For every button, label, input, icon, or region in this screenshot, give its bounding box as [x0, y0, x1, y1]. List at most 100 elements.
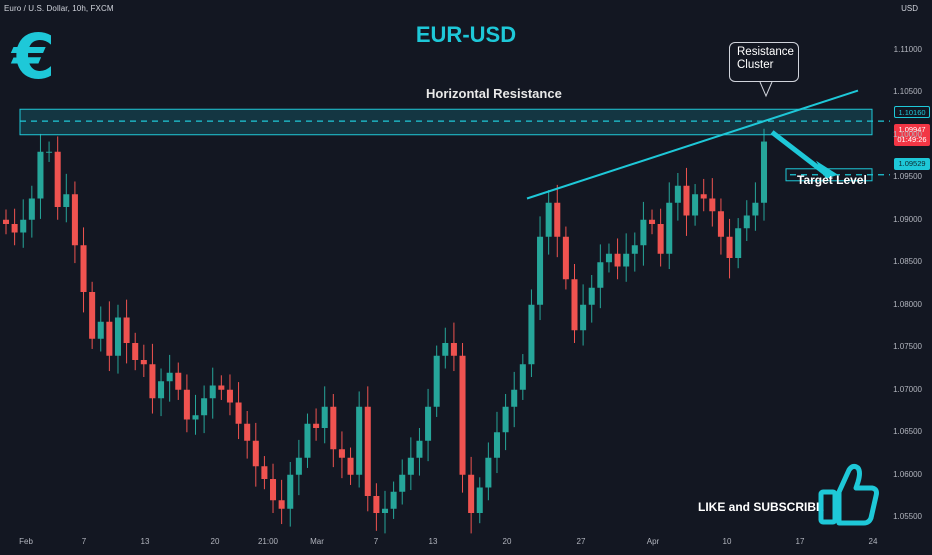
x-tick-label: 7: [373, 537, 379, 546]
candle-body: [657, 224, 664, 254]
candle-body: [752, 202, 759, 216]
bar-countdown: 01:49:26: [897, 135, 927, 144]
x-tick-label: 20: [502, 537, 512, 546]
candle-body: [313, 423, 320, 428]
x-tick-label: Feb: [19, 537, 33, 546]
candle-body: [373, 496, 380, 513]
candle-body: [700, 194, 707, 199]
thumbs-up-icon[interactable]: [818, 462, 880, 528]
candle-body: [364, 406, 371, 496]
candle-body: [381, 508, 389, 513]
candle-body: [63, 194, 70, 207]
callout-line-2: Cluster: [737, 59, 774, 71]
candle-body: [588, 287, 595, 305]
candle-body: [140, 360, 147, 365]
candle-body: [46, 151, 53, 153]
resistance-price-tag: 1.10160: [894, 106, 930, 118]
candle-body: [304, 423, 311, 458]
candle-body: [605, 253, 612, 263]
candle-body: [709, 198, 716, 212]
candle-body: [399, 474, 406, 492]
candle-body: [321, 406, 328, 428]
candle-body: [407, 457, 414, 475]
candle-body: [674, 185, 681, 203]
candle-body: [519, 364, 526, 390]
candle-body: [390, 491, 397, 509]
candle-body: [192, 415, 199, 420]
x-tick-label: 20: [210, 537, 220, 546]
y-tick-label: 1.05500: [893, 512, 922, 522]
candle-body: [631, 245, 638, 254]
callout-line-1: Resistance: [737, 46, 794, 58]
last-price-value: 1.09947: [898, 125, 926, 134]
candle-body: [502, 406, 509, 433]
candle-body: [450, 343, 457, 356]
candle-body: [235, 402, 242, 424]
candle-body: [166, 372, 173, 382]
candle-body: [2, 219, 10, 224]
y-tick-label: 1.08000: [893, 299, 922, 309]
candle-body: [554, 202, 561, 237]
candle-body: [623, 253, 630, 267]
y-tick-label: 1.10500: [893, 87, 922, 97]
candle-body: [338, 449, 345, 458]
y-tick-label: 1.11000: [893, 44, 922, 54]
candle-body: [485, 457, 492, 488]
candle-body: [209, 385, 216, 399]
candle-body: [106, 321, 113, 356]
candle-body: [20, 219, 27, 233]
candle-body: [476, 487, 483, 513]
x-tick-label: 10: [722, 537, 732, 546]
candle-body: [97, 321, 104, 339]
y-tick-label: 1.09000: [893, 214, 922, 224]
candle-body: [416, 440, 423, 458]
last-price-tag: 1.09947 01:49:26: [894, 124, 930, 146]
candle-body: [433, 355, 440, 407]
candle-body: [80, 245, 87, 292]
currency-label: USD: [901, 4, 918, 13]
x-tick-label: Apr: [646, 537, 660, 546]
candle-body: [28, 198, 35, 220]
candle-body: [743, 215, 750, 229]
candle-body: [201, 398, 208, 416]
candle-body: [278, 500, 285, 509]
candle-body: [132, 343, 139, 360]
candle-body: [692, 194, 699, 216]
x-tick-label: 13: [140, 537, 150, 546]
y-tick-label: 1.10000: [893, 129, 922, 139]
candle-body: [71, 194, 78, 246]
candle-body: [545, 202, 552, 237]
resistance-cluster-callout: Resistance Cluster: [729, 42, 799, 82]
candle-body: [270, 479, 277, 501]
candle-body: [123, 317, 130, 343]
rising-trendline: [526, 89, 859, 200]
candle-body: [287, 474, 294, 509]
candle-body: [735, 228, 742, 258]
y-tick-label: 1.08500: [893, 257, 922, 267]
projection-arrow-shaft: [770, 130, 828, 176]
x-tick-label: 21:00: [257, 537, 279, 546]
candle-body: [37, 151, 44, 199]
candle-body: [459, 355, 466, 475]
candle-body: [537, 236, 544, 305]
candle-body: [261, 466, 268, 479]
candle-body: [649, 219, 656, 224]
candle-body: [571, 279, 578, 331]
candle-body: [580, 304, 587, 331]
candle-body: [760, 141, 768, 203]
y-tick-label: 1.06500: [893, 427, 922, 437]
candle-body: [244, 423, 251, 441]
candle-body: [425, 406, 432, 441]
y-tick-label: 1.07500: [893, 342, 922, 352]
candle-body: [442, 343, 449, 356]
euro-sign-icon: €: [12, 20, 56, 93]
x-tick-label: Mar: [310, 537, 324, 546]
candle-body: [149, 364, 156, 399]
chart-title: EUR-USD: [415, 22, 517, 47]
candle-body: [175, 372, 182, 390]
horizontal-resistance-label: Horizontal Resistance: [426, 86, 562, 101]
candle-body: [347, 457, 354, 475]
candle-body: [614, 253, 621, 267]
